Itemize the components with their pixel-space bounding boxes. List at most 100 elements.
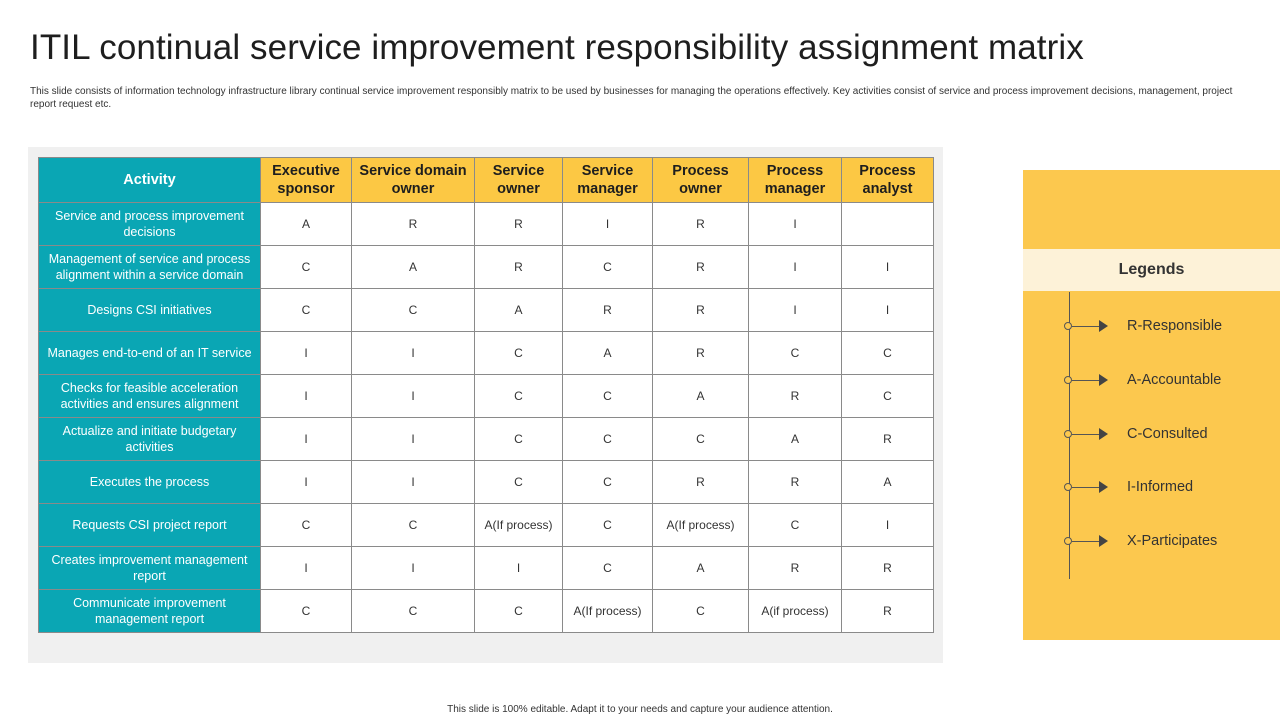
raci-cell: A [351,245,475,289]
header-activity: Activity [38,157,261,203]
raci-cell: I [260,460,352,504]
legend-connector [1072,487,1102,488]
legend-item: I-Informed [1064,478,1280,498]
table-row: Actualize and initiate budgetary activit… [38,417,934,461]
raci-cell: C [351,589,475,633]
activity-cell: Service and process improvement decision… [38,202,261,246]
raci-cell: I [841,245,934,289]
arrow-right-icon [1099,428,1108,440]
activity-cell: Communicate improvement management repor… [38,589,261,633]
legend-connector [1072,434,1102,435]
raci-cell: I [351,417,475,461]
raci-cell: R [474,245,563,289]
activity-cell: Executes the process [38,460,261,504]
activity-cell: Manages end-to-end of an IT service [38,331,261,375]
activity-cell: Checks for feasible acceleration activit… [38,374,261,418]
page-title: ITIL continual service improvement respo… [30,28,1084,67]
header-service-manager: Service manager [562,157,653,203]
raci-cell: I [562,202,653,246]
legend-dot-icon [1064,430,1072,438]
raci-cell: C [260,589,352,633]
legend-connector [1072,326,1102,327]
raci-cell: I [260,546,352,590]
table-row: Manages end-to-end of an IT service I I C A R… [38,331,934,375]
table-row: Management of service and process alignm… [38,245,934,289]
header-process-analyst: Process analyst [841,157,934,203]
raci-cell: A [260,202,352,246]
raci-cell: I [748,245,842,289]
activity-cell: Actualize and initiate budgetary activit… [38,417,261,461]
raci-cell: C [652,589,749,633]
raci-cell: I [351,546,475,590]
raci-cell: C [748,503,842,547]
raci-cell: R [652,460,749,504]
table-row: Checks for feasible acceleration activit… [38,374,934,418]
table-row: Requests CSI project report C C A(If proces… [38,503,934,547]
raci-cell: I [474,546,563,590]
raci-cell: A [652,546,749,590]
legend-connector [1072,380,1102,381]
raci-cell: C [260,245,352,289]
raci-cell: R [841,417,934,461]
table-row: Communicate improvement management repor… [38,589,934,633]
header-service-owner: Service owner [474,157,563,203]
raci-cell: C [474,417,563,461]
raci-cell: C [351,503,475,547]
header-process-manager: Process manager [748,157,842,203]
raci-cell: C [562,374,653,418]
raci-cell: R [748,460,842,504]
raci-cell: I [351,331,475,375]
legend-label-informed: I-Informed [1127,479,1194,495]
legend-label-responsible: R-Responsible [1127,318,1223,334]
raci-cell: C [260,503,352,547]
raci-cell: A(If process) [474,503,563,547]
raci-matrix-table: Activity Executive sponsor Service domai… [38,157,934,633]
raci-cell: A [841,460,934,504]
raci-cell: C [474,374,563,418]
raci-cell: I [260,331,352,375]
footer-note: This slide is 100% editable. Adapt it to… [447,704,833,715]
raci-cell: R [652,202,749,246]
raci-cell: R [652,288,749,332]
raci-cell: C [562,503,653,547]
raci-cell: I [260,374,352,418]
raci-cell: C [351,288,475,332]
table-row: Designs CSI initiatives C C A R R I I [38,288,934,332]
activity-cell: Requests CSI project report [38,503,261,547]
raci-cell: C [562,245,653,289]
activity-cell: Creates improvement management report [38,546,261,590]
raci-cell: A(If process) [562,589,653,633]
raci-cell: R [474,202,563,246]
legend-title: Legends [1023,249,1280,291]
activity-cell: Management of service and process alignm… [38,245,261,289]
legend-label-accountable: A-Accountable [1127,372,1222,388]
arrow-right-icon [1099,481,1108,493]
raci-cell: C [474,460,563,504]
raci-cell: C [841,331,934,375]
raci-cell: A(if process) [748,589,842,633]
raci-cell: I [351,460,475,504]
legend-label-participates: X-Participates [1127,533,1218,549]
raci-cell: R [652,245,749,289]
legend-label-consulted: C-Consulted [1127,426,1208,442]
raci-cell: I [841,288,934,332]
raci-cell: A [562,331,653,375]
raci-cell: A [652,374,749,418]
raci-cell: C [474,331,563,375]
table-body: Service and process improvement decision… [38,202,934,633]
arrow-right-icon [1099,374,1108,386]
raci-cell: C [652,417,749,461]
raci-cell [841,202,934,246]
table-header-row: Activity Executive sponsor Service domai… [38,157,934,203]
activity-cell: Designs CSI initiatives [38,288,261,332]
raci-cell: A [474,288,563,332]
legend-item: A-Accountable [1064,371,1280,391]
table-row: Executes the process I I C C R R A [38,460,934,504]
raci-cell: C [748,331,842,375]
raci-cell: I [748,288,842,332]
header-service-domain-owner: Service domain owner [351,157,475,203]
raci-cell: I [748,202,842,246]
raci-cell: I [351,374,475,418]
raci-cell: R [652,331,749,375]
raci-cell: C [260,288,352,332]
